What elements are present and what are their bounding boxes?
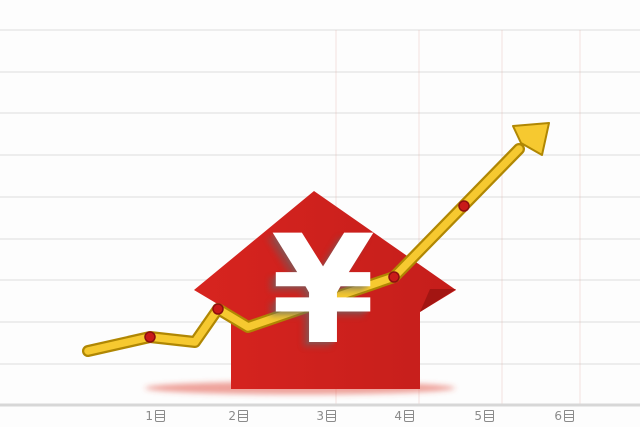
month-character-glyph [154,410,165,422]
data-point-marker [458,200,470,212]
arrowhead-icon [512,122,550,156]
house-shape [194,191,456,389]
x-axis-label: 1 [131,409,179,423]
data-point-marker [212,303,224,315]
month-number: 3 [316,409,325,423]
month-number: 6 [554,409,563,423]
month-character-glyph [325,410,336,422]
roof-eave-shadow [420,289,456,312]
x-axis-label: 5 [460,409,508,423]
data-point-marker [144,331,156,343]
month-character-glyph [237,410,248,422]
month-number: 2 [228,409,237,423]
month-character-glyph [483,410,494,422]
month-character-glyph [403,410,414,422]
yen-currency-symbol: ¥ [270,204,376,378]
x-axis-label: 4 [380,409,428,423]
data-point-marker [388,271,400,283]
x-axis-label: 2 [214,409,262,423]
x-axis-label: 3 [302,409,350,423]
month-number: 5 [474,409,483,423]
month-number: 1 [145,409,154,423]
month-character-glyph [563,410,574,422]
month-number: 4 [394,409,403,423]
x-axis-label: 6 [540,409,588,423]
